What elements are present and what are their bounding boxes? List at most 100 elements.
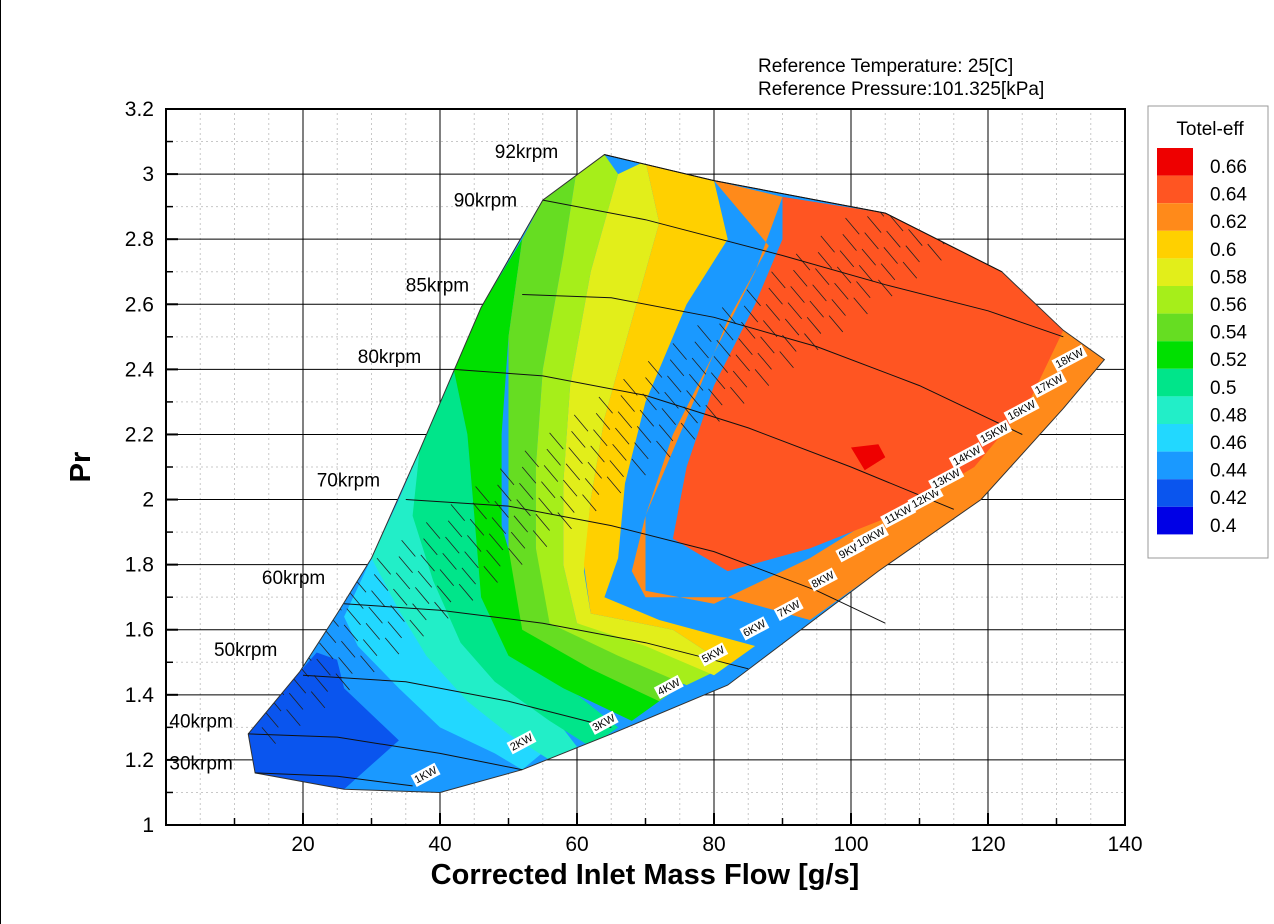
speed-line-label: 92krpm [495,142,558,163]
iso-line-dash [784,318,800,336]
iso-line-dash [376,557,391,575]
legend-label: 0.5 [1210,378,1236,399]
iso-line-dash [623,378,638,396]
iso-line-dash [1035,124,1049,140]
iso-line-dash [302,611,318,629]
legend-swatch [1157,479,1193,507]
legend-label: 0.48 [1210,405,1247,426]
power-label-bg [773,596,804,621]
iso-line-dash [889,214,904,232]
iso-line-dash [713,356,729,373]
iso-line-dash [834,282,849,300]
speed-line [604,154,1002,273]
speed-line [248,733,523,771]
iso-line-dash [1006,157,1022,175]
iso-line-dash [694,341,709,359]
iso-line-dash [661,408,676,425]
iso-line-dash [620,395,635,412]
power-label-bg [928,464,965,493]
x-tick-label: 80 [702,833,725,856]
power-label-bg [1051,344,1088,372]
power-label-bg [852,523,889,551]
iso-line-dash [976,208,992,225]
iso-line-dash [497,484,512,502]
iso-line-dash [272,662,287,679]
iso-line-dash [568,447,583,465]
speed-line-label: 70krpm [317,471,380,492]
legend-swatch [1157,175,1193,204]
iso-line-dash [683,406,698,424]
iso-line-dash [494,500,509,518]
iso-line-dash [730,387,745,404]
efficiency-zone-0.56 [535,154,714,686]
efficiency-zone-0.6 [583,161,756,666]
iso-line-dash [541,481,556,499]
iso-line-dash [327,593,342,611]
iso-line-dash [499,468,515,486]
iso-line-dash [1078,120,1092,136]
y-tick-label: 1.2 [125,749,154,772]
iso-line-dash [743,305,759,323]
iso-line-dash [313,675,328,692]
iso-line-dash [831,299,846,316]
iso-line-dash [261,727,276,744]
iso-line-dash [689,373,704,391]
x-tick-label: 120 [970,833,1005,856]
iso-line-dash [991,127,1005,143]
reference-temperature: Reference Temperature: 25[C] [758,56,1013,77]
speed-labels: 92krpm 90krpm 85krpm 80krpm 70krpm 60krpm 50kr… [169,142,558,775]
iso-line-dash [549,432,564,450]
iso-line-dash [697,325,712,342]
iso-line-dash [787,302,802,320]
iso-line-dash [1089,55,1103,71]
iso-line-dash [450,504,465,521]
legend-label: 0.58 [1210,267,1247,288]
iso-line-dash [519,483,534,500]
power-label-bg [976,419,1013,447]
iso-line-dash [815,268,830,286]
iso-line-dash [880,263,896,281]
iso-line-dash [365,622,381,640]
y-tick-label: 2 [142,489,154,512]
legend-label: 0.44 [1210,461,1247,482]
iso-line-dash [371,590,386,608]
iso-line-dash [741,321,756,339]
x-tick-label: 60 [565,833,588,856]
iso-line-dash [894,181,909,199]
iso-line-dash [672,343,687,360]
x-tick-label: 140 [1107,833,1142,856]
legend-swatch [1157,396,1193,424]
iso-line-dash [1067,57,1081,73]
iso-line-dash [491,517,507,534]
iso-line-dash [793,269,808,287]
iso-line-dash [768,287,783,305]
iso-line-dash [269,678,285,696]
iso-line-dash [957,193,972,211]
iso-line-dash [565,463,581,481]
iso-line-dash [447,520,463,538]
y-tick-label: 1.4 [125,684,155,707]
iso-line-dash [521,466,537,484]
legend-label: 0.42 [1210,488,1247,509]
iso-line-dash [557,512,572,530]
iso-line-dash [812,284,827,302]
iso-line-dash [387,621,402,639]
speed-lines [247,154,1106,794]
legend-label: 0.64 [1210,185,1247,206]
iso-line-dash [598,396,613,414]
iso-line-dash [595,413,611,430]
iso-line-dash [593,429,608,447]
iso-line-dash [343,624,359,642]
legend-swatch [1157,368,1193,397]
iso-line-dash [952,225,967,243]
iso-line-dash [436,585,452,603]
iso-line-dash [415,587,430,604]
iso-line-dash [590,445,605,463]
iso-line-dash [412,603,427,621]
iso-line-dash [916,180,931,198]
map-boundary [247,154,1106,794]
iso-line-dash [642,393,657,411]
iso-line-dash [639,409,655,427]
iso-line-dash [1026,172,1041,189]
